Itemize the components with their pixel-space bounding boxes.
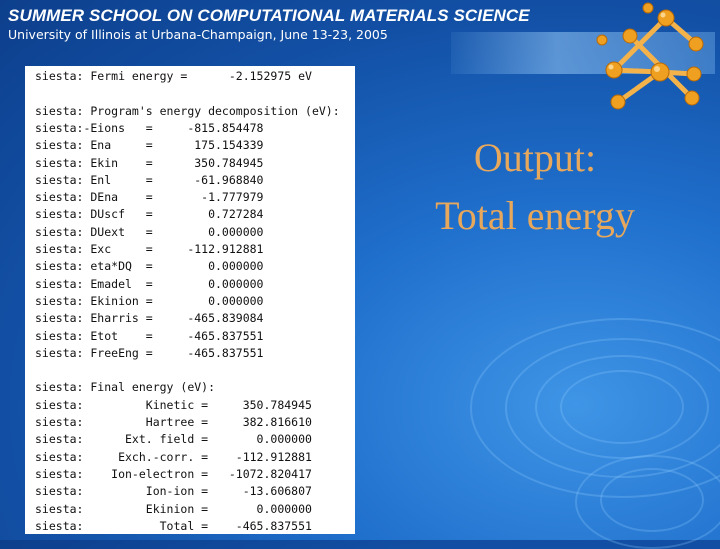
output-line: siesta: Ekin = 350.784945 xyxy=(35,155,264,170)
output-line: siesta: Ekinion = 0.000000 xyxy=(35,293,264,308)
output-line: siesta: Ion-ion = -13.606807 xyxy=(35,484,312,499)
output-line: siesta: Hartree = 382.816610 xyxy=(35,415,312,429)
output-line: siesta: DEna = -1.777979 xyxy=(35,190,264,205)
output-line: siesta: Exc = -112.912881 xyxy=(35,242,264,256)
header-title: SUMMER SCHOOL ON COMPUTATIONAL MATERIALS… xyxy=(8,6,530,25)
output-line: siesta: Total = -465.837551 xyxy=(35,518,312,533)
output-line: siesta: FreeEng = -465.837551 xyxy=(35,345,264,360)
slide-title-line-2: Total energy xyxy=(435,193,635,238)
output-line: siesta: Etot = -465.837551 xyxy=(35,328,264,343)
output-line: siesta: Eharris = -465.839084 xyxy=(35,311,264,326)
output-line: siesta: eta*DQ = 0.000000 xyxy=(35,259,264,274)
output-line: siesta: Enl = -61.968840 xyxy=(35,172,264,187)
slide-title-line-1: Output: xyxy=(473,135,597,180)
output-line: siesta: Final energy (eV): xyxy=(35,380,216,395)
output-line: siesta: Kinetic = 350.784945 xyxy=(35,397,312,412)
output-line: siesta: DUext = 0.000000 xyxy=(35,224,264,239)
output-line: siesta: Emadel = 0.000000 xyxy=(35,276,264,291)
output-line: siesta: Ena = 175.154339 xyxy=(35,138,264,153)
output-line: siesta: Ext. field = 0.000000 xyxy=(35,432,312,447)
output-line: siesta: Exch.-corr. = -112.912881 xyxy=(35,449,312,464)
siesta-output-panel: siesta: Fermi energy = -2.152975 eV siest… xyxy=(25,66,355,534)
output-line: siesta: Ekinion = 0.000000 xyxy=(35,501,312,516)
output-line: siesta:-Eions = -815.854478 xyxy=(35,120,264,135)
output-line: siesta: DUscf = 0.727284 xyxy=(35,207,264,222)
molecule-logo-icon xyxy=(596,2,704,110)
output-line: siesta: Fermi energy = -2.152975 eV xyxy=(35,69,312,83)
header-banner xyxy=(451,32,715,74)
output-line: siesta: Program's energy decomposition (… xyxy=(35,103,340,118)
output-line: siesta: Ion-electron = -1072.820417 xyxy=(35,466,312,481)
header-subtitle: University of Illinois at Urbana-Champai… xyxy=(8,27,388,42)
